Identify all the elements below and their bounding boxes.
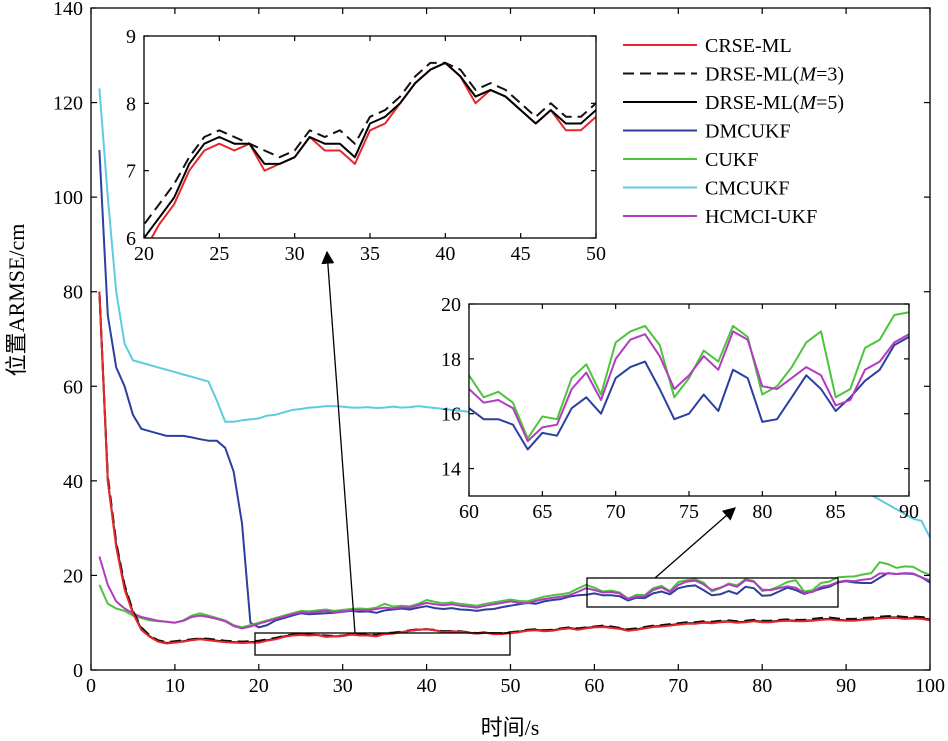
- inset2-y-tick-label: 14: [441, 459, 461, 481]
- inset1-x-tick-label: 25: [209, 243, 229, 265]
- x-axis-label: 时间/s: [481, 715, 540, 740]
- legend-label-part: =5): [816, 92, 844, 114]
- inset1-ticks-group: 20 25 30 35 40 45 50 6 7 8 9: [126, 26, 606, 265]
- inset1-x-tick-label: 45: [511, 243, 531, 265]
- legend-label-part: CRSE-ML: [705, 35, 792, 57]
- legend-label-part: DRSE-ML(: [705, 64, 800, 86]
- inset-plot-20-50: 20 25 30 35 40 45 50 6 7 8 9: [126, 26, 606, 265]
- legend-label-drse3: DRSE-ML(M=3): [705, 64, 844, 86]
- main-plot-area: 0 10 20 30 40 50 60 70 80 90 100 0 20 40 60 80 100 120 140…: [4, 0, 945, 740]
- main-x-tick-label: 50: [501, 675, 521, 697]
- inset2-background: [469, 304, 909, 496]
- inset2-series-line-cukf: [469, 311, 909, 440]
- main-y-tick-label: 140: [53, 0, 83, 20]
- inset1-y-tick-label: 9: [126, 26, 136, 48]
- main-series-line-crse: [98, 291, 930, 645]
- inset2-x-tick-label: 80: [752, 501, 772, 523]
- inset2-x-tick-label: 70: [606, 501, 626, 523]
- zoom-arrow-left: [321, 250, 356, 634]
- zoom-box-left: [254, 632, 511, 656]
- main-x-tick-label: 30: [333, 675, 353, 697]
- inset2-x-tick-label: 85: [826, 501, 846, 523]
- main-y-tick-label: 0: [73, 660, 83, 682]
- main-y-tick-label: 20: [63, 565, 83, 587]
- inset1-x-tick-label: 20: [134, 243, 154, 265]
- legend-label-hcmci: HCMCI-UKF: [705, 206, 817, 228]
- legend-label-part: CMCUKF: [705, 178, 789, 200]
- main-series-line-cukf: [98, 561, 930, 629]
- inset2-x-tick-label: 90: [899, 501, 919, 523]
- inset1-x-tick-label: 40: [435, 243, 455, 265]
- main-x-tick-label: 70: [668, 675, 688, 697]
- inset2-x-tick-label: 75: [679, 501, 699, 523]
- inset2-x-tick-label: 65: [532, 501, 552, 523]
- legend-label-part: DMCUKF: [705, 121, 791, 143]
- inset1-y-tick-label: 6: [126, 228, 136, 250]
- y-axis-label: 位置ARMSE/cm: [4, 224, 29, 377]
- legend: CRSE-MLDRSE-ML(M=3)DRSE-ML(M=5)DMCUKFCUK…: [613, 29, 910, 243]
- main-series-group: [98, 88, 930, 645]
- main-y-tick-label: 40: [63, 471, 83, 493]
- zoom-arrow-right: [654, 507, 736, 579]
- main-x-tick-label: 20: [249, 675, 269, 697]
- legend-label-part: DRSE-ML(: [705, 92, 800, 114]
- main-series-line-hcmci: [98, 556, 930, 630]
- main-x-tick-label: 90: [836, 675, 856, 697]
- main-y-tick-label: 60: [63, 376, 83, 398]
- legend-label-part: =3): [816, 64, 844, 86]
- main-series-line-dmcukf: [98, 149, 930, 629]
- legend-label-crse: CRSE-ML: [705, 35, 792, 57]
- legend-label-part: M: [798, 64, 817, 86]
- legend-label-part: M: [798, 92, 817, 114]
- inset1-x-tick-label: 30: [285, 243, 305, 265]
- main-x-tick-label: 100: [915, 675, 945, 697]
- legend-label-part: HCMCI-UKF: [705, 206, 817, 228]
- inset2-series-line-dmcukf: [469, 335, 909, 451]
- inset2-y-tick-label: 20: [441, 294, 461, 316]
- inset2-y-tick-label: 18: [441, 349, 461, 371]
- inset2-y-tick-label: 16: [441, 404, 461, 426]
- main-x-tick-label: 0: [86, 675, 96, 697]
- legend-box: [613, 29, 910, 243]
- legend-label-dmcukf: DMCUKF: [705, 121, 791, 143]
- inset2-series-group: [469, 311, 909, 451]
- legend-label-cmcukf: CMCUKF: [705, 178, 789, 200]
- inset2-x-tick-label: 60: [459, 501, 479, 523]
- inset2-series-line-hcmci: [469, 330, 909, 443]
- main-y-tick-label: 80: [63, 282, 83, 304]
- main-ticks-group: 0 10 20 30 40 50 60 70 80 90 100 0 20 40 60 80 100 120 140: [53, 0, 945, 697]
- main-x-tick-label: 60: [584, 675, 604, 697]
- inset-plot-60-90: 60 65 70 75 80 85 90 14 16 18 20: [441, 294, 919, 523]
- legend-label-drse5: DRSE-ML(M=5): [705, 92, 844, 114]
- main-y-tick-label: 120: [53, 93, 83, 115]
- legend-label-part: CUKF: [705, 149, 758, 171]
- inset2-ticks-group: 60 65 70 75 80 85 90 14 16 18 20: [441, 294, 919, 523]
- zoom-box-right: [586, 577, 839, 608]
- inset1-background: [144, 36, 596, 238]
- inset1-y-tick-label: 8: [126, 93, 136, 115]
- main-x-tick-label: 40: [417, 675, 437, 697]
- inset1-x-tick-label: 50: [586, 243, 606, 265]
- inset1-y-tick-label: 7: [126, 161, 136, 183]
- inset1-x-tick-label: 35: [360, 243, 380, 265]
- main-x-tick-label: 10: [165, 675, 185, 697]
- main-x-tick-label: 80: [752, 675, 772, 697]
- legend-label-cukf: CUKF: [705, 149, 758, 171]
- main-y-tick-label: 100: [53, 187, 83, 209]
